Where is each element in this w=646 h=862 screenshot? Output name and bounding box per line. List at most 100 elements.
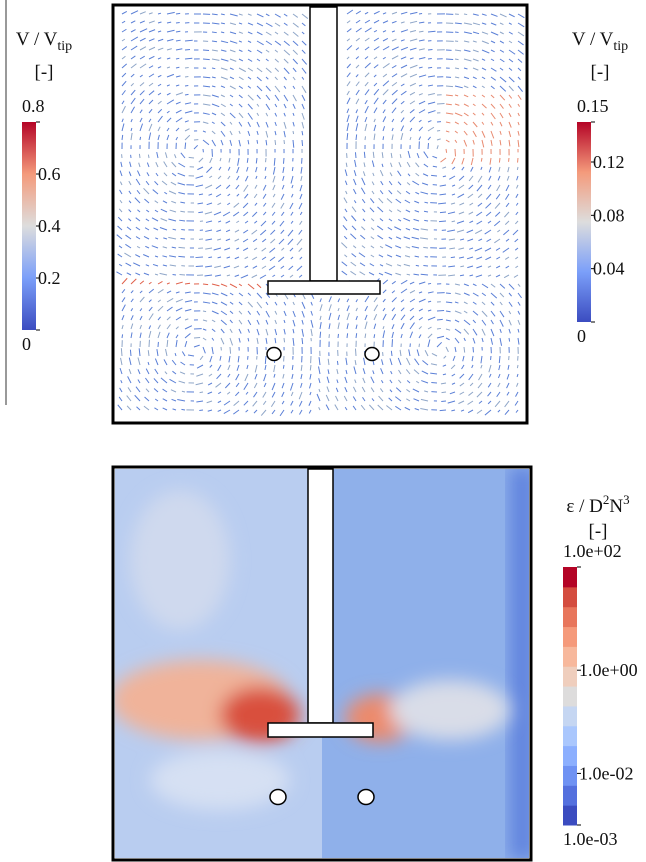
- vector: [382, 99, 387, 105]
- vector: [214, 274, 222, 277]
- vector: [119, 170, 123, 177]
- vector: [271, 202, 276, 208]
- vector: [427, 282, 432, 285]
- vector: [508, 130, 512, 137]
- vector: [516, 364, 519, 369]
- vector: [386, 198, 393, 204]
- vector: [370, 245, 375, 249]
- vector: [206, 166, 213, 173]
- vector: [389, 389, 393, 393]
- vector: [166, 134, 170, 141]
- vector: [223, 265, 231, 269]
- sparger: [364, 346, 380, 362]
- vector: [130, 20, 136, 24]
- vector: [184, 110, 193, 114]
- vector: [166, 73, 175, 78]
- vector: [121, 324, 124, 330]
- vector: [121, 72, 127, 78]
- vector: [134, 394, 141, 402]
- vector: [292, 85, 296, 90]
- vector: [211, 112, 217, 116]
- vector: [274, 319, 277, 325]
- vector: [292, 139, 295, 148]
- vector: [364, 295, 370, 303]
- vector: [300, 382, 303, 388]
- vector: [274, 40, 282, 46]
- vector: [202, 310, 207, 313]
- vector: [400, 333, 403, 339]
- vector: [463, 112, 469, 117]
- vector: [494, 400, 501, 408]
- vector: [145, 218, 150, 222]
- vector: [170, 389, 177, 393]
- vector: [441, 400, 447, 403]
- vector: [400, 100, 405, 105]
- vector: [121, 315, 125, 321]
- vector: [468, 211, 474, 215]
- vector: [467, 265, 474, 269]
- vector: [382, 38, 389, 42]
- vector: [355, 37, 360, 42]
- vector: [427, 300, 432, 303]
- vector: [211, 283, 220, 287]
- vector: [139, 117, 143, 123]
- vector: [236, 166, 240, 174]
- vector: [148, 99, 154, 105]
- vector: [188, 156, 195, 159]
- vector: [220, 283, 228, 287]
- vector: [290, 391, 294, 397]
- vector: [256, 103, 260, 107]
- vector: [346, 81, 351, 87]
- vector: [247, 31, 253, 35]
- vector: [171, 200, 177, 204]
- vector: [490, 130, 495, 139]
- vector: [505, 202, 510, 208]
- vector: [318, 357, 321, 366]
- contour: [115, 469, 529, 858]
- vector: [377, 235, 384, 240]
- vector: [406, 389, 411, 393]
- colorbar-title: V / Vtip: [16, 29, 72, 54]
- vector: [414, 210, 420, 213]
- vector: [290, 400, 294, 406]
- vector: [418, 109, 426, 114]
- vector: [377, 206, 384, 213]
- vector: [157, 92, 162, 96]
- vector: [484, 229, 492, 235]
- vector: [467, 409, 474, 414]
- vector: [217, 202, 222, 206]
- vector: [379, 245, 384, 249]
- vector: [247, 328, 250, 333]
- vector: [244, 220, 249, 224]
- vector: [184, 308, 192, 312]
- vector: [424, 219, 429, 222]
- vector: [484, 409, 492, 416]
- vector: [264, 166, 267, 171]
- vector: [298, 202, 303, 210]
- vector: [135, 272, 141, 276]
- vector: [346, 123, 350, 132]
- vector: [121, 90, 126, 96]
- vector: [223, 400, 231, 406]
- vector: [493, 220, 501, 227]
- vector: [382, 109, 386, 114]
- vector: [418, 100, 426, 105]
- vector: [507, 364, 510, 370]
- vector: [143, 235, 150, 240]
- vector: [457, 193, 465, 198]
- vector: [427, 316, 436, 321]
- vector: [508, 22, 512, 25]
- vector: [469, 382, 474, 387]
- vector: [254, 373, 258, 380]
- vector: [490, 31, 499, 36]
- vector: [166, 21, 172, 24]
- vector: [175, 334, 179, 339]
- vector: [235, 373, 240, 381]
- vector: [238, 112, 244, 119]
- vector: [458, 184, 465, 190]
- vector: [400, 109, 405, 114]
- vector: [335, 387, 339, 393]
- vector: [517, 22, 525, 28]
- vector: [499, 31, 504, 35]
- vector: [256, 121, 260, 128]
